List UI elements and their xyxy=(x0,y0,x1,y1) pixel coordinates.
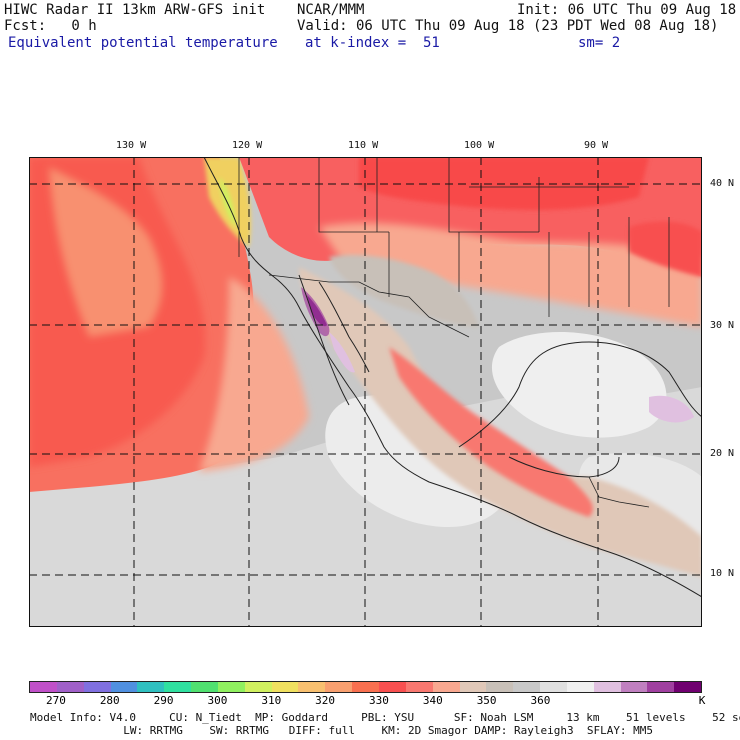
borders xyxy=(238,157,670,508)
coastlines xyxy=(203,157,702,598)
colorbar-cell xyxy=(298,682,326,692)
smoothing-info: sm= 2 xyxy=(578,35,621,51)
field-baja-magenta xyxy=(301,287,330,337)
title-model: HIWC Radar II 13km ARW-GFS init xyxy=(4,2,266,18)
colorbar-cell xyxy=(325,682,353,692)
title-institution: NCAR/MMM xyxy=(297,2,365,18)
colorbar-cell xyxy=(459,682,487,692)
model-info-line2: LW: RRTMG SW: RRTMG DIFF: full KM: 2D Sm… xyxy=(110,724,654,737)
colorbar-label: K xyxy=(698,694,706,707)
field-ne-red xyxy=(629,221,702,277)
colorbar-label: 330 xyxy=(369,694,389,707)
colorbar-label: 280 xyxy=(99,694,120,707)
lon-label-130w: 130 W xyxy=(116,140,147,151)
theta-e-map xyxy=(29,157,702,627)
level-info: at k-index = 51 xyxy=(305,35,440,51)
field-us-redtop xyxy=(359,157,649,210)
colorbar-cell xyxy=(217,682,245,692)
colorbar-cell xyxy=(593,682,621,692)
lat-label-20n: 20 N xyxy=(710,448,735,459)
lon-label-100w: 100 W xyxy=(464,140,495,151)
graticule xyxy=(29,157,702,627)
colorbar-cell xyxy=(164,682,192,692)
init-time: Init: 06 UTC Thu 09 Aug 18 xyxy=(517,2,737,18)
field-name: Equivalent potential temperature xyxy=(8,35,278,51)
lat-label-40n: 40 N xyxy=(710,178,735,189)
field-mexico-red xyxy=(389,347,593,517)
field-south-light xyxy=(29,387,702,627)
colorbar-cell xyxy=(647,682,675,692)
forecast-hour: Fcst: 0 h xyxy=(4,18,97,34)
lat-label-30n: 30 N xyxy=(710,320,735,331)
colorbar-cell xyxy=(83,682,111,692)
colorbar-cell xyxy=(405,682,433,692)
lon-label-90w: 90 W xyxy=(584,140,609,151)
field-us-peach xyxy=(319,222,702,327)
colorbar-cell xyxy=(378,682,406,692)
colorbar-label: 340 xyxy=(422,694,443,707)
colorbar-cell xyxy=(432,682,460,692)
colorbar-label: 350 xyxy=(476,694,497,707)
colorbar xyxy=(29,681,702,693)
colorbar-cell xyxy=(56,682,84,692)
colorbar-cell xyxy=(110,682,138,692)
field-southwest-grey xyxy=(329,255,479,327)
colorbar-cell xyxy=(137,682,165,692)
colorbar-cell xyxy=(244,682,272,692)
colorbar-label: 270 xyxy=(45,694,66,707)
model-info-line1: Model Info: V4.0 CU: N_Tiedt MP: Goddard… xyxy=(30,711,740,724)
lon-label-110w: 110 W xyxy=(348,140,379,151)
colorbar-label: 360 xyxy=(530,694,551,707)
colorbar-cell xyxy=(540,682,567,692)
colorbar-cell xyxy=(30,682,57,692)
field-gulf-lavender-2 xyxy=(649,395,694,423)
field-pacific-peach xyxy=(199,277,309,472)
field-gulf-lavender xyxy=(329,332,355,373)
colorbar-cell xyxy=(191,682,218,692)
valid-time: Valid: 06 UTC Thu 09 Aug 18 (23 PDT Wed … xyxy=(297,18,719,34)
colorbar-label: 310 xyxy=(261,694,282,707)
colorbar-cell xyxy=(486,682,514,692)
colorbar-cell xyxy=(513,682,541,692)
colorbar-cell xyxy=(674,682,702,692)
field-mexico xyxy=(299,267,702,577)
colorbar-cell xyxy=(271,682,299,692)
map-frame xyxy=(29,157,702,627)
lat-label-10n: 10 N xyxy=(710,568,735,579)
colorbar-label: 290 xyxy=(153,694,174,707)
colorbar-cell xyxy=(620,682,648,692)
lon-label-120w: 120 W xyxy=(232,140,263,151)
colorbar-cell xyxy=(566,682,594,692)
colorbar-label: 300 xyxy=(207,694,228,707)
colorbar-label: 320 xyxy=(315,694,336,707)
colorbar-cell xyxy=(352,682,379,692)
